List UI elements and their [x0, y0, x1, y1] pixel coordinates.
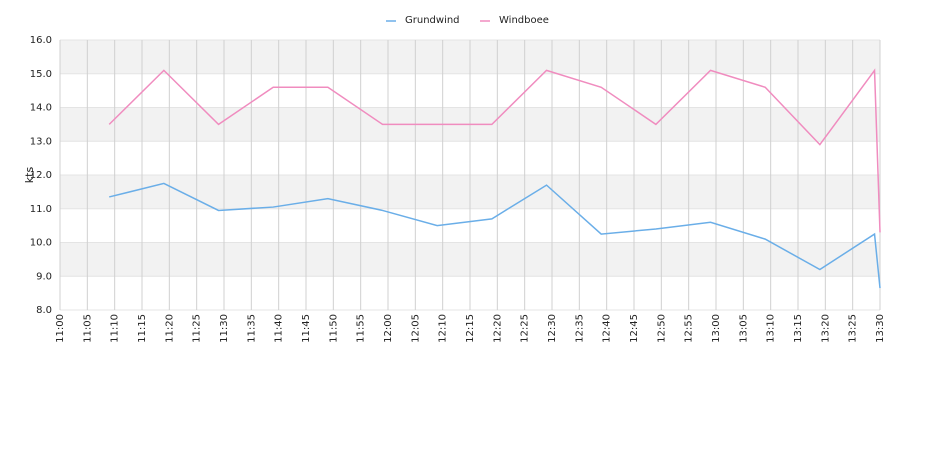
x-tick-label: 11:10	[110, 314, 121, 343]
y-tick-label: 15.0	[30, 69, 52, 80]
x-tick-label: 12:50	[656, 314, 667, 343]
x-tick-label: 11:35	[246, 314, 257, 343]
x-tick-label: 11:00	[55, 314, 66, 343]
y-tick-label: 10.0	[30, 238, 52, 249]
y-tick-label: 11.0	[30, 204, 52, 215]
series-line	[108, 68, 881, 233]
x-tick-label: 12:30	[547, 314, 558, 343]
y-axis-label: kts	[23, 167, 36, 184]
x-tick-label: 12:45	[629, 314, 640, 343]
x-tick-label: 11:20	[164, 314, 175, 343]
x-tick-label: 11:50	[328, 314, 339, 343]
y-tick-label: 8.0	[36, 305, 52, 316]
y-tick-label: 16.0	[30, 35, 52, 46]
x-tick-label: 11:45	[301, 314, 312, 343]
x-tick-label: 11:05	[82, 314, 93, 343]
x-tick-label: 11:25	[192, 314, 203, 343]
legend-label: Grundwind	[405, 15, 460, 26]
x-tick-label: 13:30	[875, 314, 886, 343]
x-tick-label: 11:55	[356, 314, 367, 343]
x-tick-label: 12:20	[492, 314, 503, 343]
x-tick-label: 12:05	[410, 314, 421, 343]
x-tick-label: 13:00	[711, 314, 722, 343]
x-tick-label: 12:55	[684, 314, 695, 343]
x-tick-label: 11:40	[274, 314, 285, 343]
x-tick-label: 12:15	[465, 314, 476, 343]
series-line	[109, 182, 881, 289]
x-tick-label: 13:10	[766, 314, 777, 343]
x-tick-label: 12:40	[602, 314, 613, 343]
y-tick-label: 13.0	[30, 136, 52, 147]
y-tick-label: 14.0	[30, 103, 52, 114]
legend-label: Windboee	[499, 15, 549, 26]
x-tick-label: 13:15	[793, 314, 804, 343]
x-tick-label: 12:25	[520, 314, 531, 343]
x-tick-label: 11:30	[219, 314, 230, 343]
x-tick-label: 11:15	[137, 314, 148, 343]
x-tick-label: 13:20	[820, 314, 831, 343]
x-tick-label: 12:35	[574, 314, 585, 343]
x-tick-label: 12:00	[383, 314, 394, 343]
x-tick-label: 13:25	[848, 314, 859, 343]
y-tick-label: 12.0	[30, 170, 52, 181]
y-tick-label: 9.0	[36, 271, 52, 282]
x-tick-label: 12:10	[438, 314, 449, 343]
x-tick-label: 13:05	[738, 314, 749, 343]
